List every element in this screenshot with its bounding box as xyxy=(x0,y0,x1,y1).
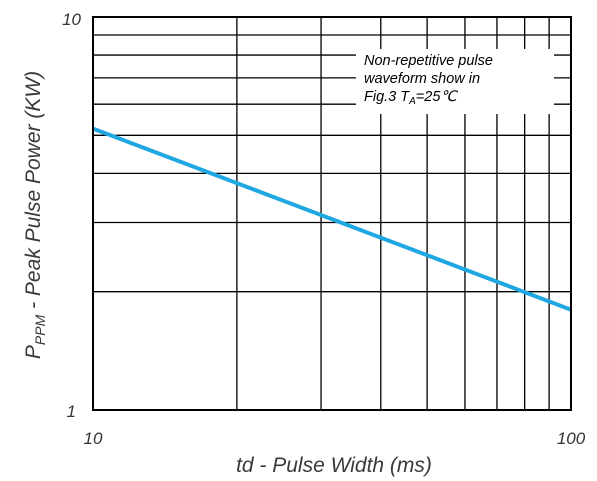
x-axis-title: td - Pulse Width (ms) xyxy=(236,454,432,477)
x-tick-label-100: 100 xyxy=(557,429,586,448)
annotation-line-2: waveform show in xyxy=(364,71,481,87)
series-line-0 xyxy=(92,126,572,312)
series-layer xyxy=(92,126,572,312)
annotation-line-3-suffix: =25℃ xyxy=(415,89,457,105)
annotation-line-3-subscript: A xyxy=(409,96,416,107)
y-tick-label-10: 10 xyxy=(62,10,81,29)
annotation-line-3-prefix: Fig.3 T xyxy=(364,89,410,105)
annotation-line-3: Fig.3 TA=25℃ xyxy=(364,88,550,111)
y-axis-title-main: P xyxy=(22,345,45,359)
y-axis-title-rest: - Peak Pulse Power (KW) xyxy=(22,71,45,315)
y-axis-title-subscript: PPM xyxy=(32,314,48,345)
annotation-line-1: Non-repetitive pulse xyxy=(364,53,493,69)
x-tick-label-10: 10 xyxy=(84,429,103,448)
chart-annotation: Non-repetitive pulse waveform show in Fi… xyxy=(356,49,554,114)
y-tick-label-1: 1 xyxy=(67,402,76,421)
plot-frame xyxy=(92,16,572,411)
y-axis-title: PPPM - Peak Pulse Power (KW) xyxy=(22,71,48,359)
